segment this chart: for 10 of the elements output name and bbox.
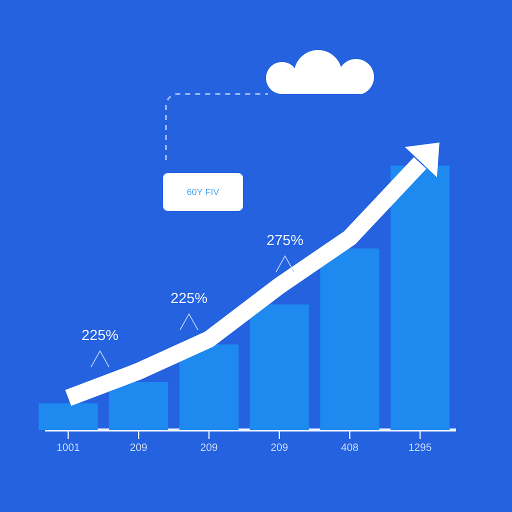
x-tick-label: 408 — [341, 444, 358, 451]
x-tick-label: 1295 — [409, 444, 432, 451]
annotation: 225% — [82, 330, 118, 340]
x-tick-label: 209 — [271, 444, 288, 451]
annotation: 275% — [267, 234, 303, 246]
annotation: 225% — [171, 292, 207, 304]
x-tick-label: 209 — [130, 444, 147, 451]
x-tick-label: 1001 — [57, 444, 80, 451]
annotation: 60Y FIV — [187, 188, 220, 196]
x-tick-label: 209 — [200, 444, 218, 451]
